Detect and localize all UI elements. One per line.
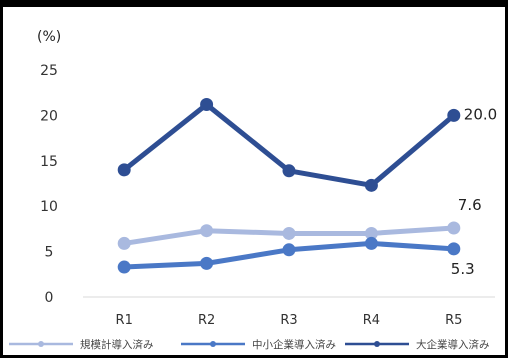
x-tick-label: R3	[280, 313, 297, 328]
legend-swatch-marker	[210, 341, 216, 347]
data-point	[282, 226, 296, 240]
x-tick-label: R1	[116, 313, 133, 328]
legend-label: 大企業導入済み	[416, 338, 490, 351]
data-point	[200, 256, 214, 270]
data-labels: 20.0 7.6 5.3	[451, 105, 497, 277]
data-point	[200, 224, 214, 238]
y-tick-label: 10	[40, 199, 58, 215]
data-point	[117, 163, 131, 177]
data-point	[364, 178, 378, 192]
legend-label: 規模計導入済み	[80, 338, 154, 351]
series-2	[117, 236, 461, 274]
data-point	[117, 260, 131, 274]
line-chart: (%) 0 5 10 15 20 25 R1 R2 R3 R4 R5 20.0 7.6 5.3 規模計…	[9, 29, 497, 351]
legend-item: 大企業導入済み	[345, 338, 490, 351]
data-point	[447, 108, 461, 122]
data-point	[117, 236, 131, 250]
y-tick-label: 0	[45, 290, 54, 306]
legend-label: 中小企業導入済み	[252, 338, 336, 351]
data-label: 20.0	[464, 105, 497, 123]
data-label: 7.6	[458, 196, 482, 214]
data-point	[447, 242, 461, 256]
legend-swatch-marker	[38, 341, 44, 347]
y-tick-label: 15	[40, 154, 58, 170]
data-point	[282, 164, 296, 178]
data-point	[447, 221, 461, 235]
series-1	[117, 221, 461, 250]
y-axis-ticks: 0 5 10 15 20 25	[40, 63, 58, 306]
legend-swatch-marker	[374, 341, 380, 347]
legend-item: 中小企業導入済み	[181, 338, 336, 351]
x-tick-label: R5	[445, 313, 462, 328]
x-tick-label: R4	[363, 313, 380, 328]
legend: 規模計導入済み 中小企業導入済み 大企業導入済み	[9, 338, 490, 351]
data-point	[364, 226, 378, 240]
chart-frame: (%) 0 5 10 15 20 25 R1 R2 R3 R4 R5 20.0 7.6 5.3 規模計…	[3, 7, 505, 355]
y-tick-label: 25	[40, 63, 58, 79]
x-tick-label: R2	[198, 313, 215, 328]
y-tick-label: 20	[40, 108, 58, 124]
x-axis-ticks: R1 R2 R3 R4 R5	[116, 313, 463, 328]
data-point	[200, 98, 214, 112]
data-point	[282, 243, 296, 257]
data-label: 5.3	[451, 260, 475, 278]
series-lines	[117, 98, 461, 274]
y-tick-label: 5	[45, 245, 54, 261]
legend-item: 規模計導入済み	[9, 338, 154, 351]
series-3	[117, 98, 461, 192]
y-axis-label: (%)	[37, 29, 61, 45]
data-point	[364, 236, 378, 250]
